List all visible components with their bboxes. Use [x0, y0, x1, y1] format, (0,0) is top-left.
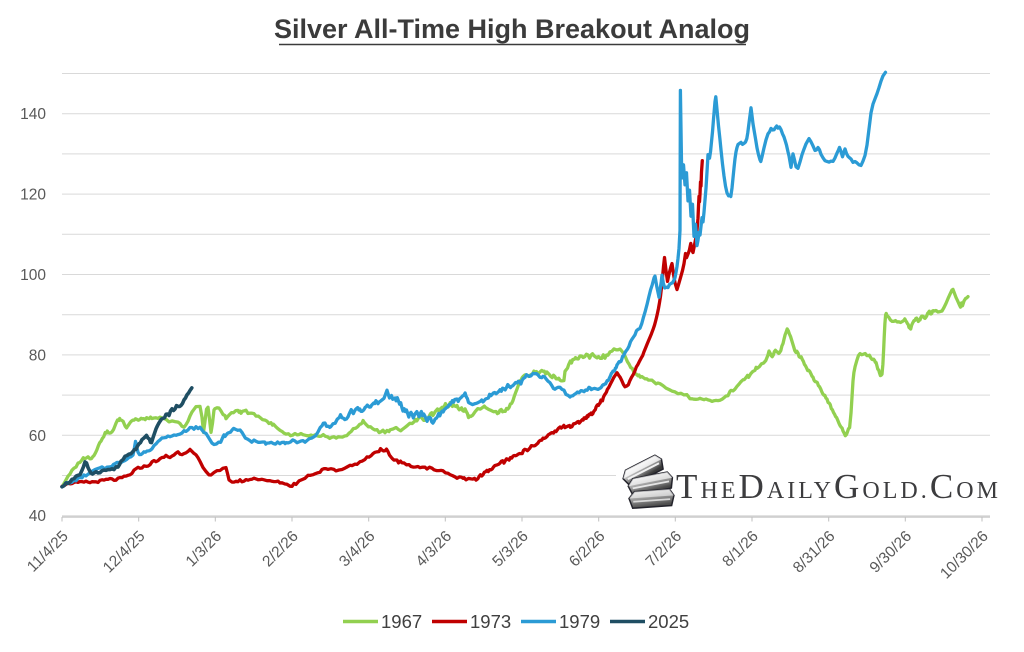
- svg-text:40: 40: [29, 508, 47, 525]
- svg-text:80: 80: [29, 347, 47, 364]
- svg-text:1973: 1973: [470, 611, 511, 632]
- svg-text:100: 100: [20, 267, 46, 284]
- svg-text:1967: 1967: [381, 611, 422, 632]
- svg-text:120: 120: [20, 187, 46, 204]
- svg-text:2025: 2025: [648, 611, 689, 632]
- svg-text:140: 140: [20, 106, 46, 123]
- svg-text:Silver All-Time High Breakout: Silver All-Time High Breakout Analog: [274, 14, 750, 44]
- svg-text:1979: 1979: [559, 611, 600, 632]
- svg-text:60: 60: [29, 428, 47, 445]
